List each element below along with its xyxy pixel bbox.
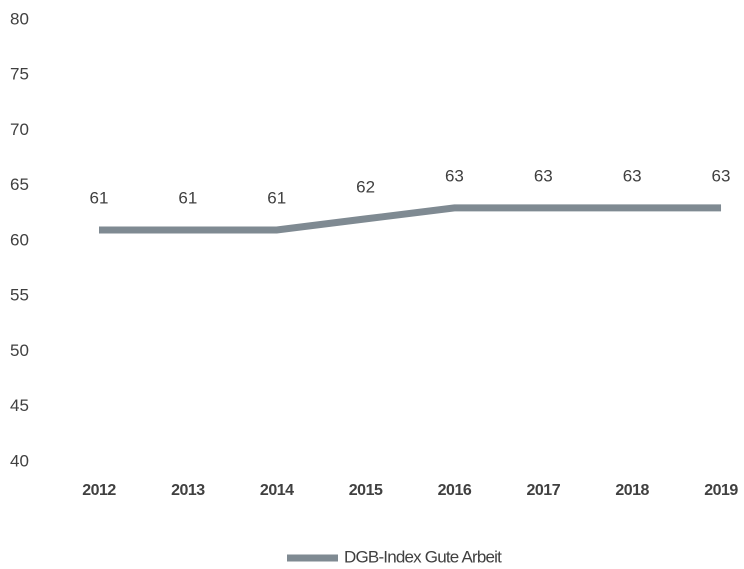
- data-label: 63: [623, 166, 642, 185]
- x-tick-label: 2013: [171, 482, 205, 499]
- x-tick-label: 2018: [615, 482, 649, 499]
- y-tick-label: 80: [10, 9, 29, 28]
- data-label: 61: [178, 188, 197, 207]
- x-tick-label: 2016: [438, 482, 472, 499]
- y-tick-label: 50: [10, 341, 29, 360]
- y-tick-label: 65: [10, 175, 29, 194]
- data-label: 61: [90, 188, 109, 207]
- legend-label: DGB-Index Gute Arbeit: [344, 547, 502, 566]
- legend: DGB-Index Gute Arbeit: [287, 547, 503, 566]
- x-tick-label: 2014: [260, 482, 294, 499]
- y-tick-label: 70: [10, 120, 29, 139]
- data-label: 63: [534, 166, 553, 185]
- y-tick-label: 45: [10, 396, 29, 415]
- x-tick-label: 2015: [349, 482, 383, 499]
- y-tick-label: 60: [10, 230, 29, 249]
- data-label: 63: [445, 166, 464, 185]
- data-label: 61: [267, 188, 286, 207]
- line: [99, 204, 722, 234]
- x-tick-label: 2017: [527, 482, 561, 499]
- y-tick-label: 75: [10, 65, 29, 84]
- y-tick-label: 40: [10, 451, 29, 470]
- y-tick-label: 55: [10, 286, 29, 305]
- x-tick-label: 2019: [704, 482, 738, 499]
- x-tick-label: 2012: [82, 482, 116, 499]
- data-label: 63: [712, 166, 731, 185]
- data-label: 62: [356, 177, 375, 196]
